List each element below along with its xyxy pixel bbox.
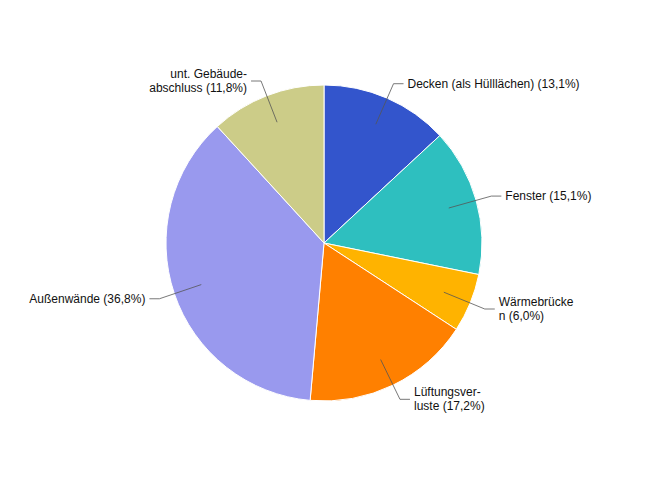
leader-line <box>449 196 502 208</box>
slice-label: Lüftungsver-luste (17,2%) <box>414 385 485 413</box>
slice-label: Außenwände (36,8%) <box>29 292 145 306</box>
chart: Decken (als Hülllächen) (13,1%) Fenster (… <box>0 0 648 478</box>
slice-label: Fenster (15,1%) <box>505 189 591 203</box>
leader-line <box>149 285 201 299</box>
leader-line <box>376 84 404 125</box>
leader-line <box>444 292 495 309</box>
leader-line <box>251 81 277 122</box>
pie-slice <box>310 243 456 401</box>
slice-label: Decken (als Hülllächen) (13,1%) <box>408 77 580 91</box>
slice-label: unt. Gebäude-abschluss (11,8%) <box>149 67 247 95</box>
leader-lines <box>149 81 501 399</box>
labels: Decken (als Hülllächen) (13,1%) Fenster (… <box>29 67 591 413</box>
pie-slice <box>217 85 324 243</box>
slice-label: Wärmebrücken (6,0%) <box>499 295 574 323</box>
wedges <box>166 85 482 401</box>
leader-line <box>381 360 410 400</box>
